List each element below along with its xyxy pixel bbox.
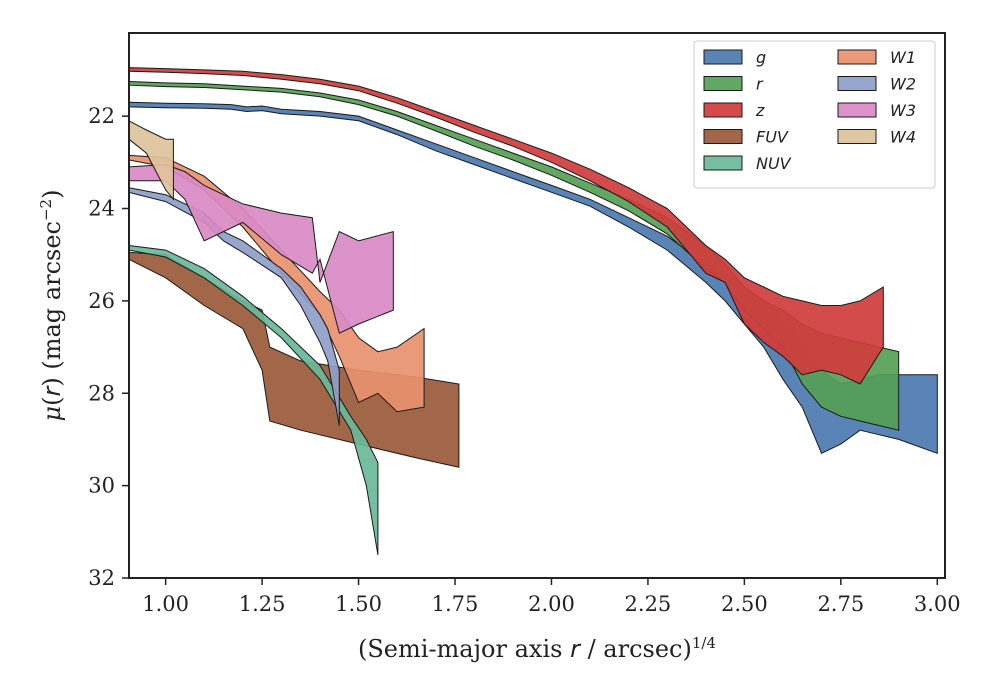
x-axis-label-pre: (Semi-major axis — [358, 635, 570, 663]
legend-swatch-fuv — [703, 129, 743, 144]
band-nuv — [128, 244, 379, 555]
x-tick-label: 3.00 — [914, 592, 961, 616]
x-tick-label: 2.75 — [817, 592, 864, 616]
y-axis-label-end: ) — [38, 190, 66, 199]
legend-label-nuv: NUV — [756, 154, 792, 173]
x-tick-label: 2.25 — [625, 592, 672, 616]
x-axis-label: (Semi-major axis r / arcsec)1/4 — [358, 634, 716, 663]
y-axis-label-mid: ) (mag arcsec — [38, 221, 66, 387]
y-axis-label-mu: μ — [38, 406, 66, 422]
plot-frame — [128, 32, 946, 579]
y-tick-label: 32 — [88, 566, 115, 590]
legend-label-w1: W1 — [890, 48, 916, 67]
x-axis-label-var: r — [570, 635, 582, 663]
x-axis-ticks: 1.00 1.25 1.50 1.75 2.00 2.25 2.50 2.75 3.00 — [142, 578, 961, 616]
x-tick-label: 1.50 — [335, 592, 382, 616]
series-bands — [128, 67, 938, 555]
legend: grz FUV NUV W1 W2 W3 W4 — [693, 40, 936, 189]
legend-swatch-z — [703, 102, 743, 118]
y-axis-label: μ(r) (mag arcsec−2) — [37, 190, 66, 422]
y-axis-ticks: 22 24 26 28 30 32 — [88, 104, 129, 590]
y-tick-label: 28 — [88, 381, 115, 405]
y-tick-label: 30 — [88, 474, 115, 498]
y-tick-label: 26 — [88, 289, 115, 313]
legend-label-z: z — [755, 101, 765, 120]
x-axis-label-post: / arcsec) — [580, 635, 692, 663]
y-axis-label-sup: −2 — [37, 199, 55, 221]
x-tick-label: 2.50 — [721, 592, 768, 616]
x-tick-label: 1.25 — [239, 592, 286, 616]
x-axis-label-sup: 1/4 — [692, 634, 716, 652]
y-tick-label: 22 — [88, 104, 115, 128]
legend-label-fuv: FUV — [756, 128, 789, 147]
band-w4 — [128, 119, 174, 201]
legend-swatch-w2 — [837, 76, 877, 91]
y-axis-label-var: r — [38, 385, 66, 397]
legend-swatch-w1 — [837, 49, 877, 65]
legend-label-w3: W3 — [890, 101, 916, 120]
legend-label-g: g — [756, 48, 766, 67]
x-tick-label: 1.00 — [142, 592, 189, 616]
legend-label-w2: W2 — [890, 75, 916, 94]
legend-swatch-nuv — [703, 155, 743, 171]
legend-swatch-w4 — [837, 129, 877, 144]
legend-swatch-r — [703, 76, 743, 91]
band-z — [128, 67, 884, 385]
y-tick-label: 24 — [88, 197, 115, 221]
y-axis-label-open: ( — [38, 397, 66, 406]
band-w3 — [128, 164, 394, 334]
legend-swatch-w3 — [837, 102, 877, 118]
legend-label-r: r — [756, 75, 764, 94]
band-r — [128, 80, 900, 431]
x-tick-label: 2.00 — [528, 592, 575, 616]
legend-swatch-g — [703, 49, 743, 65]
x-tick-label: 1.75 — [432, 592, 479, 616]
legend-label-w4: W4 — [890, 128, 916, 147]
